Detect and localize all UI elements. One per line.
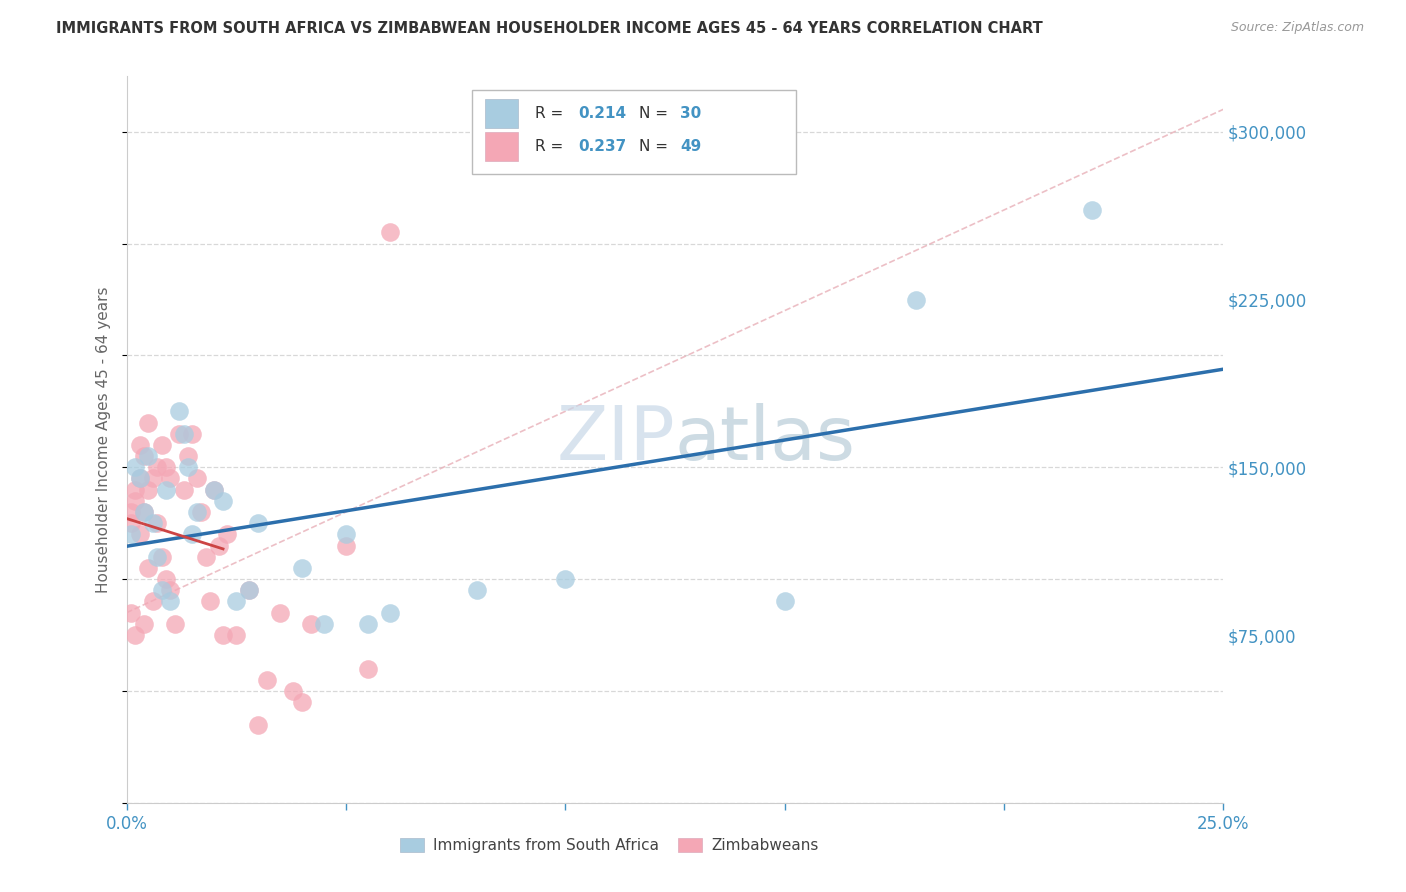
Point [132, 616, 155, 631]
Point [269, 606, 291, 620]
Point [335, 539, 357, 553]
Point [146, 516, 169, 531]
Point [357, 662, 380, 676]
Text: atlas: atlas [675, 403, 856, 475]
Point [291, 561, 314, 575]
Point [159, 594, 181, 608]
Point [128, 527, 150, 541]
Point [150, 438, 173, 452]
Point [155, 483, 177, 497]
Point [146, 460, 169, 475]
Point [299, 616, 322, 631]
Text: 30: 30 [681, 106, 702, 121]
Point [247, 717, 270, 731]
Point [150, 549, 173, 564]
Point [120, 527, 142, 541]
Point [142, 594, 165, 608]
Point [212, 628, 235, 642]
Text: IMMIGRANTS FROM SOUTH AFRICA VS ZIMBABWEAN HOUSEHOLDER INCOME AGES 45 - 64 YEARS: IMMIGRANTS FROM SOUTH AFRICA VS ZIMBABWE… [56, 21, 1043, 37]
Point [132, 449, 155, 463]
Point [202, 483, 225, 497]
Point [186, 505, 208, 519]
Legend: Immigrants from South Africa, Zimbabweans: Immigrants from South Africa, Zimbabwean… [392, 830, 827, 861]
Point [378, 226, 401, 240]
Point [256, 673, 278, 687]
Point [212, 493, 235, 508]
Point [120, 606, 142, 620]
Point [124, 460, 146, 475]
Point [335, 527, 357, 541]
Bar [472, 90, 796, 174]
Text: 49: 49 [681, 139, 702, 153]
Point [905, 293, 928, 307]
Point [186, 471, 208, 485]
Point [132, 505, 155, 519]
Point [357, 616, 380, 631]
Point [124, 483, 146, 497]
Point [283, 684, 305, 698]
Point [138, 483, 160, 497]
Y-axis label: Householder Income Ages 45 - 64 years: Householder Income Ages 45 - 64 years [96, 286, 111, 592]
Point [124, 628, 146, 642]
Point [181, 527, 204, 541]
Point [155, 460, 177, 475]
Bar [485, 132, 517, 161]
Point [173, 426, 195, 441]
Point [138, 449, 160, 463]
Point [128, 471, 150, 485]
Point [167, 404, 190, 418]
Point [198, 594, 221, 608]
Point [378, 606, 401, 620]
Point [159, 583, 181, 598]
Text: N =: N = [638, 139, 672, 153]
Point [132, 505, 155, 519]
Text: 0.214: 0.214 [578, 106, 627, 121]
Point [202, 483, 225, 497]
Point [138, 561, 160, 575]
Text: ZIP: ZIP [557, 403, 675, 475]
Point [225, 594, 247, 608]
Point [120, 505, 142, 519]
Point [238, 583, 260, 598]
Text: Source: ZipAtlas.com: Source: ZipAtlas.com [1230, 21, 1364, 35]
Point [467, 583, 489, 598]
Point [163, 616, 186, 631]
Point [142, 516, 165, 531]
Text: R =: R = [534, 139, 568, 153]
Point [1080, 202, 1102, 217]
Point [208, 539, 231, 553]
Text: R =: R = [534, 106, 568, 121]
Point [128, 471, 150, 485]
Point [181, 426, 204, 441]
Point [194, 549, 217, 564]
Point [167, 426, 190, 441]
Point [120, 516, 142, 531]
Bar [485, 99, 517, 128]
Point [247, 516, 270, 531]
Point [225, 628, 247, 642]
Point [217, 527, 239, 541]
Point [128, 438, 150, 452]
Point [124, 493, 146, 508]
Point [554, 572, 576, 586]
Point [190, 505, 212, 519]
Point [312, 616, 335, 631]
Point [238, 583, 260, 598]
Text: 0.237: 0.237 [578, 139, 627, 153]
Point [155, 572, 177, 586]
Text: N =: N = [638, 106, 672, 121]
Point [173, 483, 195, 497]
Point [146, 549, 169, 564]
Point [291, 695, 314, 709]
Point [142, 471, 165, 485]
Point [773, 594, 796, 608]
Point [177, 449, 200, 463]
Point [177, 460, 200, 475]
Point [150, 583, 173, 598]
Point [138, 416, 160, 430]
Point [159, 471, 181, 485]
